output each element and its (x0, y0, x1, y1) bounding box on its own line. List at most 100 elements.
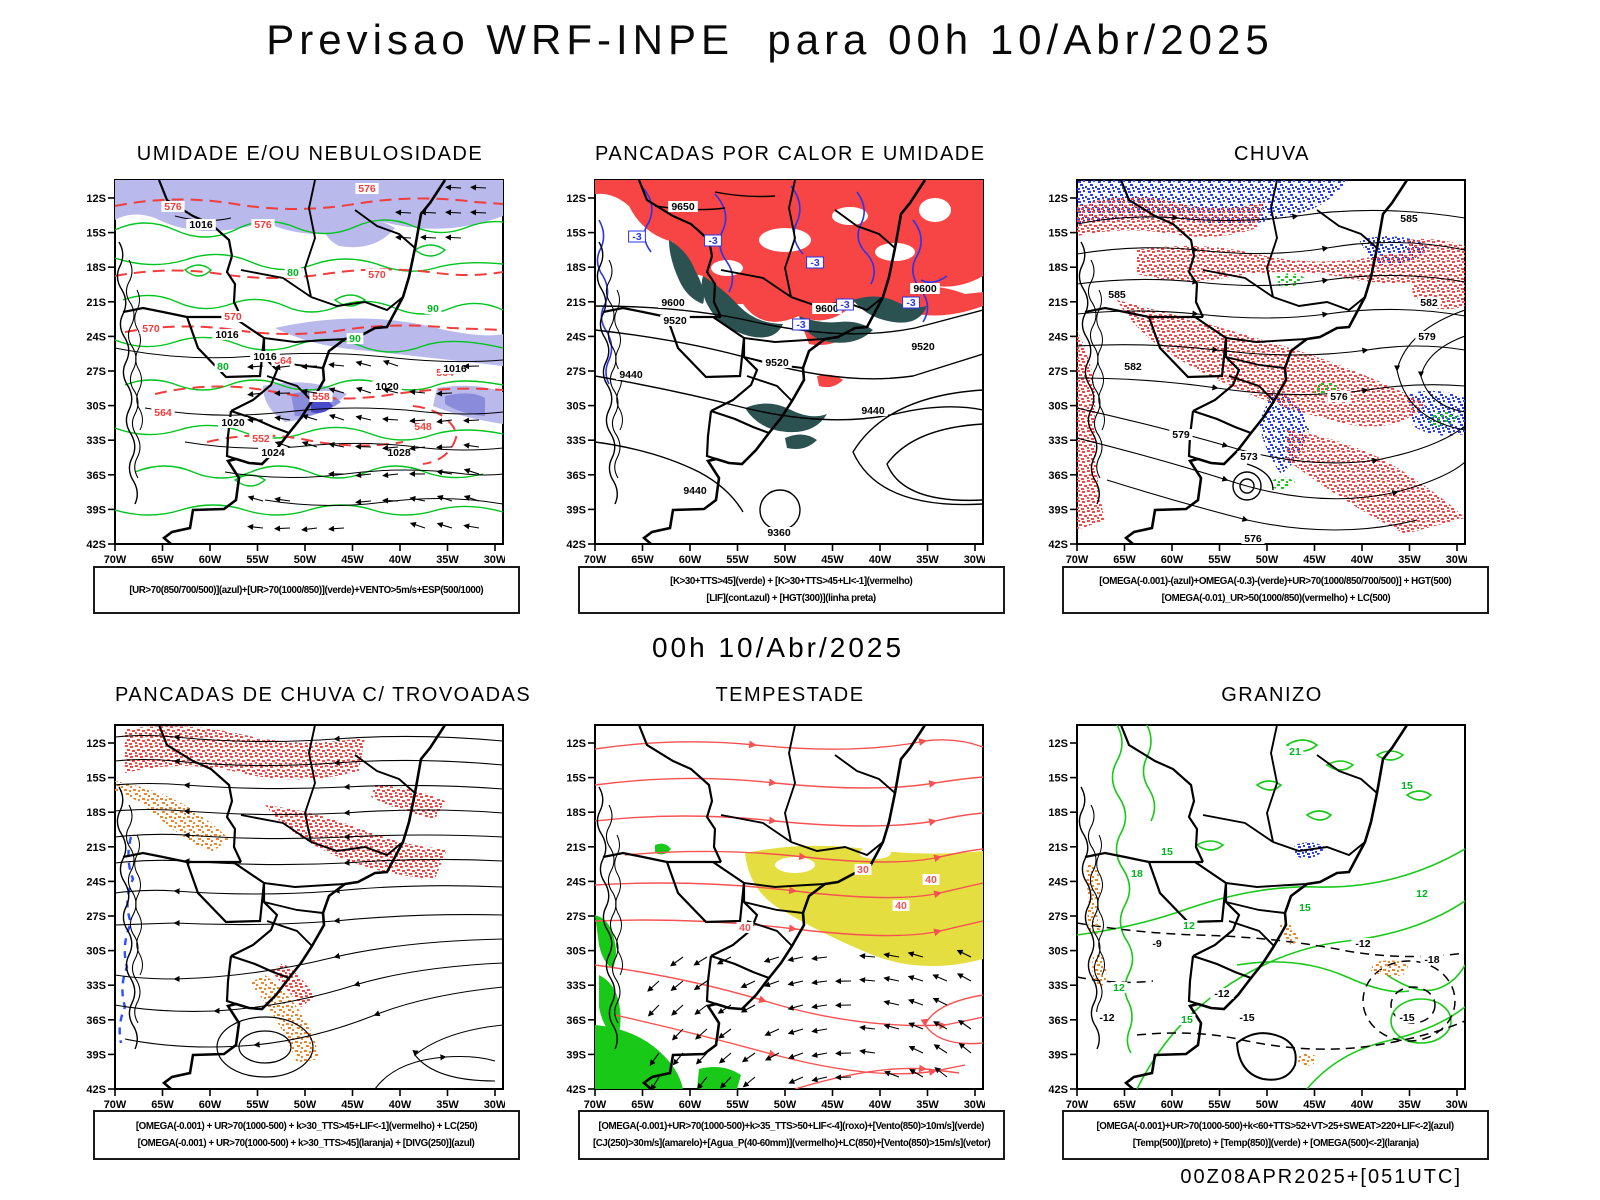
map-granizo: 12S 15S 18S 21S 24S 27S 30S 33S 36S 39S 42S 70W 65W 6… (1048, 724, 1467, 1111)
svg-text:27S: 27S (86, 911, 106, 923)
svg-text:1020: 1020 (221, 417, 245, 429)
svg-text:1016: 1016 (215, 329, 239, 341)
svg-text:39S: 39S (86, 504, 106, 516)
svg-text:33S: 33S (566, 435, 586, 447)
svg-text:12S: 12S (86, 738, 106, 750)
svg-text:42S: 42S (1048, 539, 1068, 551)
svg-text:21S: 21S (86, 297, 106, 309)
svg-text:24S: 24S (86, 876, 106, 888)
svg-text:27S: 27S (566, 366, 586, 378)
svg-text:42S: 42S (86, 539, 106, 551)
svg-text:24S: 24S (1048, 331, 1068, 343)
svg-text:30S: 30S (86, 401, 106, 413)
svg-text:21S: 21S (86, 842, 106, 854)
svg-text:33S: 33S (86, 435, 106, 447)
svg-text:1016: 1016 (253, 351, 277, 363)
svg-text:60W: 60W (1161, 554, 1184, 566)
panel-title-umidade: UMIDADE E/OU NEBULOSIDADE (136, 143, 484, 165)
svg-text:55W: 55W (726, 554, 749, 566)
svg-text:42S: 42S (566, 1084, 586, 1096)
svg-text:30W: 30W (964, 1099, 985, 1111)
svg-text:27S: 27S (1048, 366, 1068, 378)
svg-text:65W: 65W (1113, 1099, 1136, 1111)
svg-text:36S: 36S (86, 470, 106, 482)
svg-text:-12: -12 (1355, 938, 1370, 950)
svg-text:45W: 45W (341, 1099, 364, 1111)
svg-text:-15: -15 (1239, 1012, 1254, 1024)
svg-text:12: 12 (1416, 888, 1428, 900)
svg-text:39S: 39S (86, 1049, 106, 1061)
svg-text:35W: 35W (916, 554, 939, 566)
svg-text:21: 21 (1289, 746, 1301, 758)
run-id-footer: 00Z08APR2025+[051UTC] (1180, 1166, 1462, 1188)
svg-text:70W: 70W (584, 1099, 607, 1111)
svg-text:576: 576 (164, 201, 182, 213)
svg-text:12: 12 (1113, 982, 1125, 994)
svg-text:80: 80 (287, 267, 299, 279)
svg-text:39S: 39S (566, 1049, 586, 1061)
svg-text:15S: 15S (1048, 773, 1068, 785)
svg-text:9520: 9520 (663, 315, 687, 327)
svg-text:21S: 21S (566, 297, 586, 309)
svg-text:40: 40 (925, 874, 937, 886)
svg-text:40: 40 (739, 922, 751, 934)
svg-text:1028: 1028 (387, 447, 411, 459)
svg-text:585: 585 (1400, 213, 1418, 225)
svg-text:15S: 15S (86, 773, 106, 785)
svg-text:30W: 30W (1446, 554, 1467, 566)
svg-text:15: 15 (1299, 902, 1311, 914)
svg-text:40W: 40W (389, 554, 412, 566)
svg-text:15S: 15S (566, 773, 586, 785)
svg-text:570: 570 (224, 311, 242, 323)
svg-text:30W: 30W (1446, 1099, 1467, 1111)
svg-text:90: 90 (349, 333, 361, 345)
svg-text:27S: 27S (566, 911, 586, 923)
svg-text:60W: 60W (679, 1099, 702, 1111)
svg-text:30S: 30S (566, 946, 586, 958)
svg-text:18S: 18S (566, 807, 586, 819)
svg-text:9440: 9440 (619, 369, 643, 381)
svg-text:30S: 30S (1048, 946, 1068, 958)
svg-text:65W: 65W (631, 554, 654, 566)
svg-text:65W: 65W (151, 554, 174, 566)
svg-text:15: 15 (1181, 1014, 1193, 1026)
svg-text:40W: 40W (1351, 554, 1374, 566)
svg-text:60W: 60W (199, 554, 222, 566)
svg-text:1016: 1016 (189, 219, 213, 231)
svg-text:65W: 65W (631, 1099, 654, 1111)
svg-text:35W: 35W (436, 554, 459, 566)
svg-text:-9: -9 (1152, 938, 1161, 950)
svg-text:18S: 18S (1048, 807, 1068, 819)
svg-text:12S: 12S (86, 193, 106, 205)
svg-text:90: 90 (427, 303, 439, 315)
svg-text:15: 15 (1161, 846, 1173, 858)
svg-text:30S: 30S (566, 401, 586, 413)
svg-text:60W: 60W (1161, 1099, 1184, 1111)
svg-text:70W: 70W (104, 1099, 127, 1111)
svg-text:70W: 70W (584, 554, 607, 566)
svg-text:42S: 42S (566, 539, 586, 551)
svg-text:18S: 18S (86, 807, 106, 819)
svg-text:582: 582 (1420, 297, 1438, 309)
svg-text:-3: -3 (796, 319, 805, 331)
svg-text:9650: 9650 (671, 201, 695, 213)
svg-text:576: 576 (1330, 391, 1348, 403)
legend-granizo: [OMEGA(-0.001)+UR>70(1000-500)+k<60+TTS>… (1062, 1110, 1489, 1160)
svg-text:40W: 40W (869, 1099, 892, 1111)
svg-text:576: 576 (1244, 533, 1262, 545)
svg-text:12S: 12S (566, 738, 586, 750)
svg-text:-18: -18 (1424, 954, 1439, 966)
svg-text:548: 548 (414, 421, 432, 433)
svg-text:-3: -3 (632, 231, 641, 243)
svg-text:33S: 33S (566, 980, 586, 992)
svg-text:36S: 36S (566, 1015, 586, 1027)
svg-text:55W: 55W (1208, 554, 1231, 566)
svg-text:40: 40 (895, 900, 907, 912)
svg-text:9440: 9440 (683, 485, 707, 497)
svg-text:30S: 30S (86, 946, 106, 958)
svg-text:18S: 18S (566, 262, 586, 274)
panel-title-granizo: GRANIZO (1221, 684, 1323, 706)
map-pancadas-calor: 12S 15S 18S 21S 24S 27S 30S 33S 36S 39S 42S 70W 65W 6… (566, 179, 985, 566)
svg-text:30W: 30W (484, 1099, 505, 1111)
svg-text:21S: 21S (566, 842, 586, 854)
